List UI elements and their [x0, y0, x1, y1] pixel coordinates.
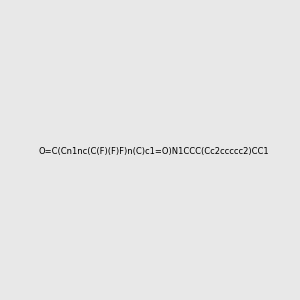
Text: O=C(Cn1nc(C(F)(F)F)n(C)c1=O)N1CCC(Cc2ccccc2)CC1: O=C(Cn1nc(C(F)(F)F)n(C)c1=O)N1CCC(Cc2ccc… [38, 147, 269, 156]
